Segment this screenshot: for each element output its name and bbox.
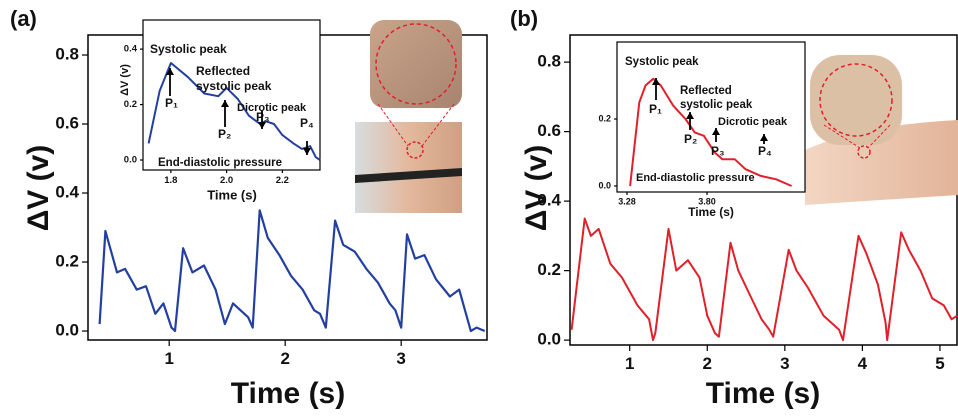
signal-line	[572, 219, 957, 341]
annotation: P₂	[684, 132, 697, 146]
x-tick-label: 3	[780, 354, 789, 373]
y-tick-label: 0.8	[537, 52, 561, 71]
annotation: systolic peak	[196, 79, 272, 93]
y-tick-label: 0.2	[537, 260, 561, 279]
y-tick-label: 0.0	[124, 155, 137, 166]
x-axis-label: Time (s)	[706, 377, 820, 410]
y-tick-label: 0.2	[55, 252, 79, 271]
y-tick-label: 0.6	[55, 114, 79, 133]
y-tick-label: 0.2	[124, 99, 137, 110]
x-tick-label: 3	[396, 349, 405, 368]
signal-line	[100, 210, 485, 331]
sensor-photo	[370, 20, 462, 108]
annotation: P₂	[218, 127, 231, 141]
x-tick-label: 2	[280, 349, 289, 368]
y-tick-label: 0.6	[537, 121, 561, 140]
x-tick-label: 2.2	[276, 175, 289, 186]
annotation: Dicrotic peak	[718, 116, 788, 128]
annotation: Reflected	[196, 64, 250, 78]
x-tick-label: 2.0	[220, 175, 233, 186]
y-tick-label: 0.0	[537, 330, 561, 349]
y-tick-label: 0.8	[55, 44, 79, 63]
annotation: End-diastolic pressure	[158, 157, 282, 169]
x-tick-label: 1.8	[164, 175, 177, 186]
sensor-photo	[810, 55, 902, 145]
y-axis-label: ΔV (v)	[119, 64, 131, 96]
annotation: End-diastolic pressure	[636, 172, 755, 184]
annotation: P₄	[300, 116, 314, 130]
y-tick-label: 0.0	[55, 321, 79, 340]
y-tick-label: 0.2	[598, 113, 611, 123]
annotation: Reflected	[680, 85, 732, 97]
annotation: P₄	[758, 144, 772, 158]
page: {"chart_data": [ {"type": "line", "panel…	[0, 0, 958, 417]
figure: 0.0 0.2 0.4 0.6 0.8 1 2 3 Time (s) ΔV (v) (a) 0.0 0.…	[0, 0, 958, 417]
y-axis-label: ΔV (v)	[520, 145, 553, 232]
y-axis-label: ΔV (v)	[22, 145, 55, 232]
annotation: P₁	[649, 102, 662, 116]
y-tick-label: 0.4	[124, 44, 138, 55]
annotation: P₁	[165, 96, 178, 110]
panel-label: (a)	[10, 6, 37, 31]
x-tick-label: 5	[935, 354, 944, 373]
x-tick-label: 3.28	[618, 197, 636, 207]
x-tick-label: 2	[703, 354, 712, 373]
x-axis-label: Time (s)	[688, 205, 734, 219]
annotation: Systolic peak	[625, 56, 699, 68]
x-tick-label: 1	[164, 349, 173, 368]
face-photo	[355, 122, 462, 213]
y-tick-label: 0.0	[598, 180, 611, 190]
panel-label: (b)	[510, 6, 538, 31]
annotation: Systolic peak	[150, 42, 227, 56]
x-axis-label: Time (s)	[207, 187, 257, 202]
x-tick-label: 1	[625, 354, 634, 373]
y-tick-label: 0.4	[55, 183, 79, 202]
annotation: P₃	[711, 144, 725, 158]
x-tick-label: 4	[858, 354, 868, 373]
annotation: Dicrotic peak	[237, 102, 307, 114]
annotation: systolic peak	[680, 99, 753, 111]
x-axis-label: Time (s)	[231, 377, 345, 410]
